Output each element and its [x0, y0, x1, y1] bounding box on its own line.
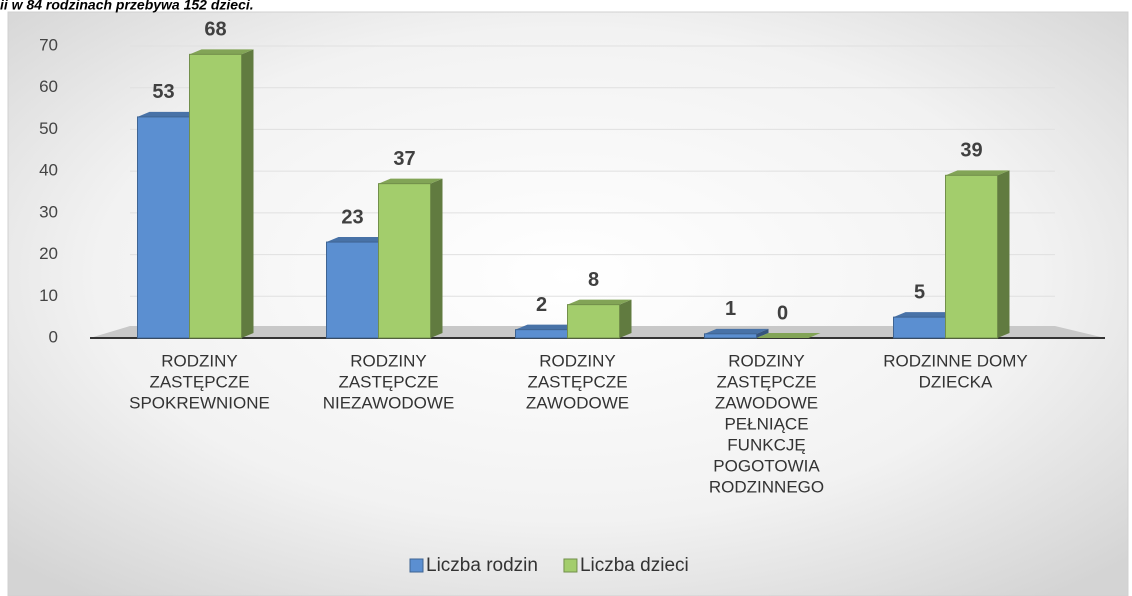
x-tick-label: POGOTOWIA [713, 456, 820, 475]
y-tick-label: 10 [39, 286, 58, 305]
x-tick-label: RODZINNEGO [709, 477, 824, 496]
y-tick-label: 60 [39, 77, 58, 96]
y-tick-label: 30 [39, 202, 58, 221]
bar-top [704, 328, 769, 334]
legend-swatch [409, 558, 424, 573]
data-label: 8 [588, 269, 599, 291]
x-tick-label: ZASTĘPCZE [716, 372, 816, 391]
bar-top [945, 170, 1010, 176]
data-label: 0 [777, 302, 788, 324]
x-tick-label: RODZINY [161, 351, 238, 370]
y-tick-label: 0 [49, 327, 58, 346]
bar [137, 116, 190, 339]
bar [704, 333, 757, 339]
bar-top [137, 111, 202, 117]
bar-top [189, 49, 254, 55]
data-label: 39 [960, 140, 982, 162]
x-tick-label: RODZINY [350, 351, 427, 370]
bar-side [619, 299, 632, 338]
x-tick-label: ZAWODOWE [526, 393, 629, 412]
x-tick-label: NIEZAWODOWE [323, 393, 455, 412]
legend-swatch [563, 558, 578, 573]
x-tick-label: SPOKREWNIONE [129, 393, 270, 412]
x-tick-label: RODZINNE DOMY [883, 351, 1028, 370]
x-tick-label: ZASTĘPCZE [149, 372, 249, 391]
bar [378, 183, 431, 339]
bar-top [378, 178, 443, 184]
data-label: 53 [152, 81, 174, 103]
bar-side [997, 170, 1010, 338]
data-label: 2 [536, 294, 547, 316]
data-label: 5 [914, 281, 925, 303]
caption: ii w 84 rodzinach przebywa 152 dzieci. [0, 0, 254, 13]
x-tick-label: PEŁNIĄCE [724, 414, 808, 433]
bar-top [567, 299, 632, 305]
x-tick-label: DZIECKA [919, 372, 993, 391]
bar-side [241, 49, 254, 338]
bar [893, 316, 946, 339]
bar [515, 329, 568, 339]
bar-top [756, 333, 821, 338]
bar [945, 174, 998, 339]
y-tick-label: 70 [39, 35, 58, 54]
legend-label: Liczba dzieci [580, 555, 689, 576]
y-tick-label: 40 [39, 161, 58, 180]
x-tick-label: ZAWODOWE [715, 393, 818, 412]
bar [189, 53, 242, 339]
x-tick-label: FUNKCJĘ [727, 435, 805, 454]
bar [326, 241, 379, 339]
data-label: 68 [204, 19, 226, 41]
bar-side [430, 178, 443, 338]
data-label: 37 [393, 148, 415, 170]
bar-top [326, 237, 391, 243]
x-tick-label: ZASTĘPCZE [338, 372, 438, 391]
data-label: 1 [725, 298, 736, 320]
x-tick-label: ZASTĘPCZE [527, 372, 627, 391]
legend-label: Liczba rodzin [426, 555, 538, 576]
bar [567, 304, 620, 339]
bar-top [893, 312, 958, 318]
x-tick-label: RODZINY [539, 351, 616, 370]
y-tick-label: 20 [39, 244, 58, 263]
y-tick-label: 50 [39, 119, 58, 138]
bar-side [756, 328, 769, 338]
data-label: 23 [341, 206, 363, 228]
x-tick-label: RODZINY [728, 351, 805, 370]
bar-top [515, 324, 580, 330]
